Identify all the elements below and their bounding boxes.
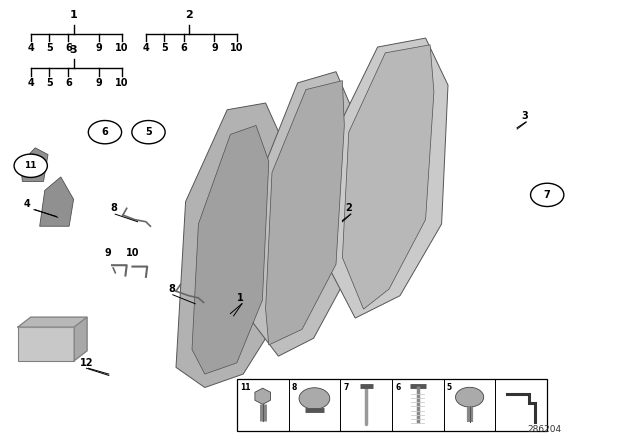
Text: 4: 4 [143, 43, 149, 53]
Polygon shape [74, 317, 87, 361]
Circle shape [531, 183, 564, 207]
Text: 4: 4 [24, 199, 30, 209]
Polygon shape [342, 45, 434, 309]
Text: 7: 7 [344, 383, 349, 392]
Circle shape [88, 121, 122, 144]
Circle shape [299, 388, 330, 409]
Polygon shape [192, 125, 269, 374]
Text: 2: 2 [346, 203, 352, 213]
Text: 3: 3 [70, 45, 77, 55]
Text: 9: 9 [96, 43, 102, 53]
Text: 5: 5 [46, 78, 52, 87]
Text: 286204: 286204 [528, 425, 562, 434]
Text: 5: 5 [46, 43, 52, 53]
FancyBboxPatch shape [237, 379, 547, 431]
Text: 9: 9 [96, 78, 102, 87]
Text: 9: 9 [211, 43, 218, 53]
Text: 5: 5 [447, 383, 452, 392]
Text: 4: 4 [28, 43, 34, 53]
Polygon shape [176, 103, 285, 388]
Polygon shape [253, 72, 355, 356]
Text: 11: 11 [24, 161, 37, 170]
Polygon shape [255, 388, 271, 404]
Polygon shape [18, 317, 87, 327]
Polygon shape [20, 148, 48, 181]
Circle shape [132, 121, 165, 144]
Text: 6: 6 [180, 43, 187, 53]
Text: 4: 4 [28, 78, 34, 87]
Text: 5: 5 [161, 43, 168, 53]
Text: 7: 7 [544, 190, 550, 200]
Text: 9: 9 [104, 248, 111, 258]
Text: 10: 10 [230, 43, 244, 53]
Text: 6: 6 [65, 43, 72, 53]
Text: 8: 8 [111, 203, 117, 213]
Text: 6: 6 [396, 383, 401, 392]
Text: 11: 11 [240, 383, 250, 392]
Text: 10: 10 [115, 43, 129, 53]
Circle shape [14, 154, 47, 177]
Text: 8: 8 [168, 284, 175, 294]
Text: 1: 1 [237, 293, 243, 303]
Text: 12: 12 [79, 358, 93, 368]
Polygon shape [266, 81, 344, 345]
Polygon shape [330, 38, 448, 318]
Text: 5: 5 [145, 127, 152, 137]
Text: 2: 2 [185, 10, 193, 20]
Text: 1: 1 [70, 10, 77, 20]
Text: 6: 6 [102, 127, 108, 137]
Text: 10: 10 [126, 248, 140, 258]
FancyBboxPatch shape [18, 327, 74, 361]
Text: 3: 3 [522, 112, 528, 121]
Polygon shape [40, 177, 74, 226]
Text: 8: 8 [292, 383, 297, 392]
Text: 10: 10 [115, 78, 129, 87]
Text: 6: 6 [65, 78, 72, 87]
Circle shape [456, 387, 484, 407]
